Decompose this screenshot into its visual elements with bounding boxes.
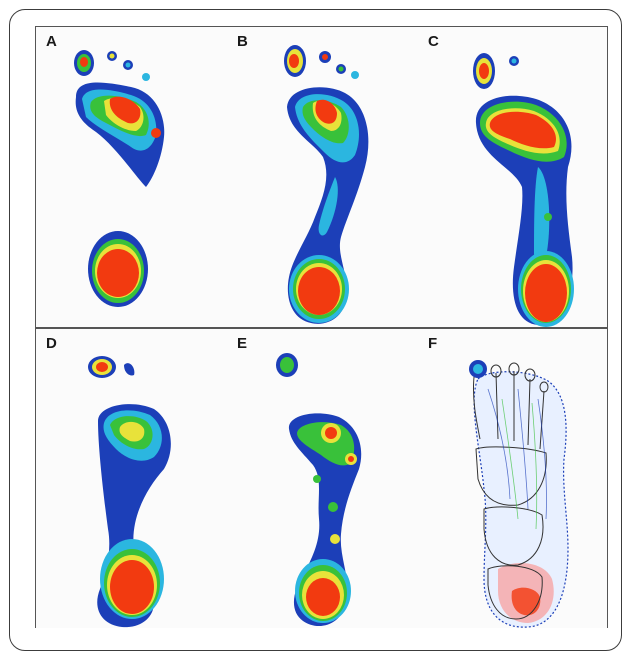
footprint-f-skeleton-overlay xyxy=(469,360,569,628)
panel-label: B xyxy=(237,33,248,50)
panel-b: B xyxy=(227,27,418,327)
figure-row-bottom: D E xyxy=(35,328,608,628)
figure-row-top: A xyxy=(35,26,608,328)
footprint-e xyxy=(276,353,362,627)
panel-label: A xyxy=(46,33,57,50)
panel-d: D xyxy=(36,329,227,628)
footprint-c xyxy=(473,53,574,327)
footprint-a xyxy=(74,50,165,307)
panel-label: C xyxy=(428,33,439,50)
panel-a: A xyxy=(36,27,227,327)
panel-c: C xyxy=(418,27,607,327)
footprint-d xyxy=(88,356,171,628)
plantar-pressure-figure: A xyxy=(35,26,608,628)
panel-e: E xyxy=(227,329,418,628)
panel-label: D xyxy=(46,335,57,352)
panel-label: E xyxy=(237,335,248,352)
panel-label: F xyxy=(428,335,438,352)
panel-f: F xyxy=(418,329,607,628)
footprint-b xyxy=(284,45,369,324)
